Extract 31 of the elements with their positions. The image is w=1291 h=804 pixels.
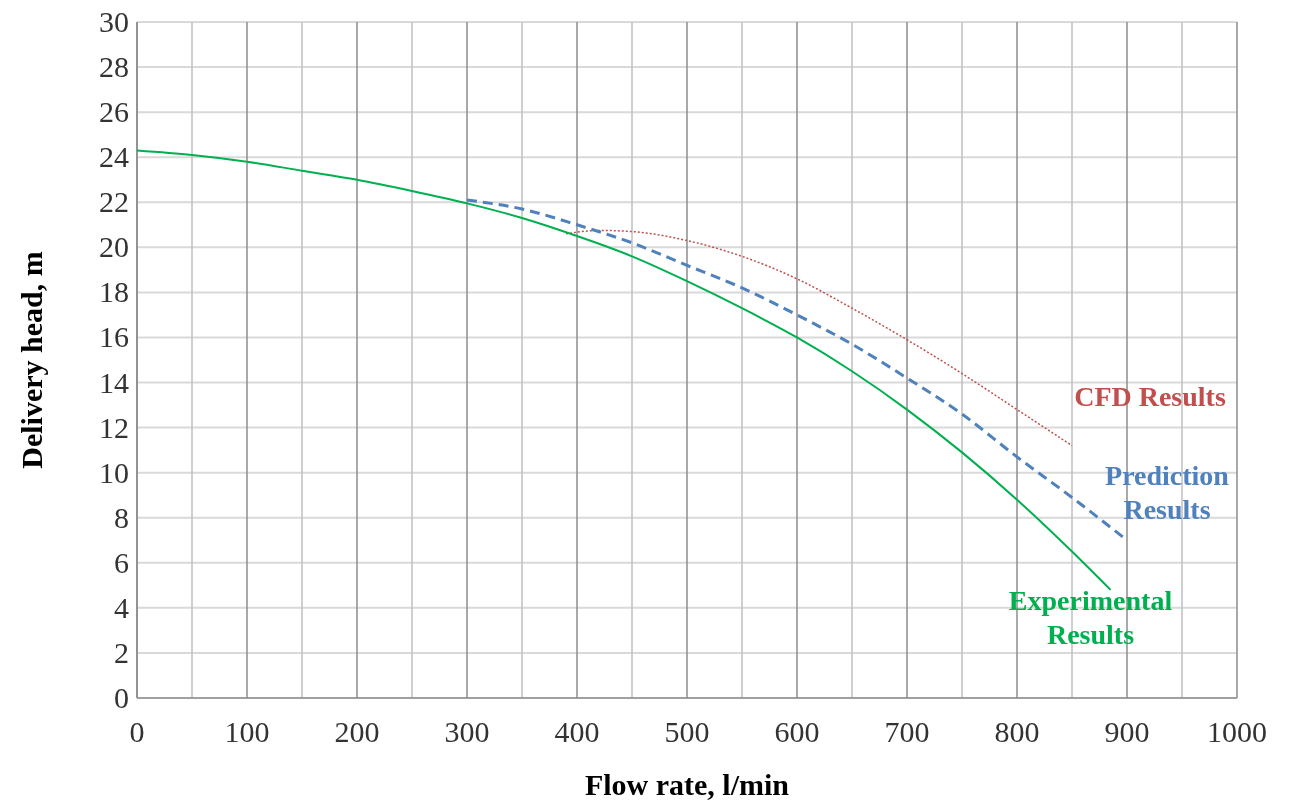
x-tick-label: 300 <box>444 715 490 748</box>
x-tick-label: 900 <box>1104 715 1150 748</box>
x-tick-label: 500 <box>664 715 710 748</box>
y-axis-title: Delivery head, m <box>15 251 48 469</box>
series-label: Experimental Results <box>1008 584 1173 650</box>
y-tick-label: 2 <box>114 635 129 669</box>
y-tick-label: 14 <box>99 365 129 399</box>
x-tick-label: 1000 <box>1207 715 1267 748</box>
series-label: Prediction Results <box>1105 460 1230 526</box>
y-tick-label: 16 <box>99 320 129 354</box>
y-tick-label: 24 <box>99 140 129 174</box>
y-tick-label: 6 <box>114 545 129 579</box>
x-tick-label: 800 <box>994 715 1040 748</box>
x-tick-label: 700 <box>884 715 930 748</box>
x-tick-label: 100 <box>224 715 270 748</box>
y-tick-label: 26 <box>99 95 129 129</box>
x-tick-label: 400 <box>554 715 600 748</box>
x-tick-label: 200 <box>334 715 380 748</box>
x-axis-title: Flow rate, l/min <box>584 768 790 801</box>
y-tick-label: 18 <box>99 275 129 309</box>
y-tick-label: 20 <box>99 230 129 264</box>
y-tick-label: 0 <box>114 681 129 714</box>
y-tick-label: 28 <box>99 50 129 84</box>
y-tick-label: 4 <box>114 590 129 624</box>
series-label: CFD Results <box>1074 380 1226 412</box>
y-tick-label: 8 <box>114 500 129 534</box>
y-tick-label: 10 <box>99 455 129 489</box>
y-tick-label: 30 <box>99 5 129 38</box>
y-tick-label: 22 <box>99 185 129 219</box>
x-tick-label: 600 <box>774 715 820 748</box>
y-tick-label: 12 <box>99 410 129 444</box>
